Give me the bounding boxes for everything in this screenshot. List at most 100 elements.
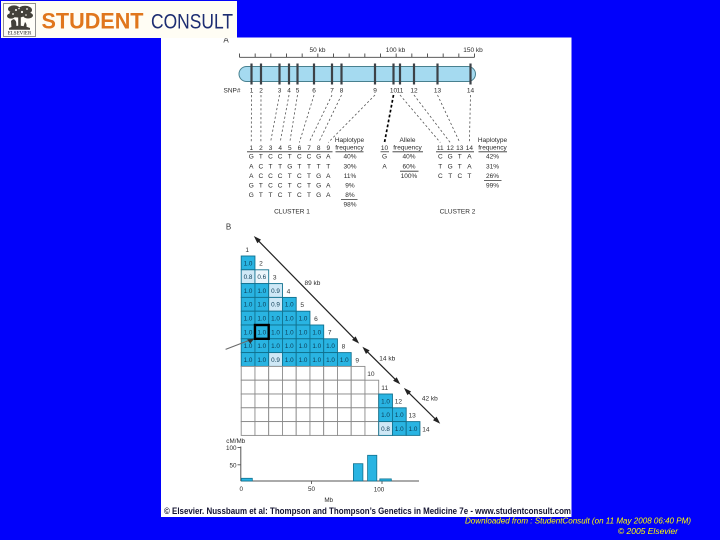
svg-text:T: T — [317, 163, 321, 170]
svg-text:1.0: 1.0 — [285, 357, 294, 364]
svg-text:13: 13 — [434, 88, 442, 95]
svg-text:T: T — [278, 163, 282, 170]
svg-text:6: 6 — [298, 145, 302, 152]
svg-text:3: 3 — [273, 275, 277, 282]
svg-text:T: T — [448, 173, 452, 180]
svg-text:1.0: 1.0 — [271, 343, 280, 350]
svg-text:A: A — [249, 163, 254, 170]
svg-text:A: A — [326, 173, 331, 180]
svg-text:0.9: 0.9 — [271, 288, 280, 295]
svg-text:100 kb: 100 kb — [386, 47, 406, 54]
svg-text:1.0: 1.0 — [244, 302, 253, 309]
svg-text:CLUSTER 1: CLUSTER 1 — [274, 209, 310, 216]
svg-text:1.0: 1.0 — [381, 412, 390, 419]
svg-text:T: T — [259, 192, 263, 199]
svg-text:T: T — [307, 182, 311, 189]
svg-text:50: 50 — [229, 462, 237, 469]
svg-text:A: A — [249, 173, 254, 180]
svg-text:99%: 99% — [486, 182, 499, 189]
svg-text:1.0: 1.0 — [326, 343, 335, 350]
svg-text:150 kb: 150 kb — [463, 47, 483, 54]
svg-text:T: T — [288, 154, 292, 161]
svg-text:1.0: 1.0 — [257, 316, 266, 323]
svg-text:1.0: 1.0 — [299, 316, 308, 323]
svg-text:C: C — [268, 154, 273, 161]
svg-text:T: T — [307, 173, 311, 180]
svg-text:30%: 30% — [343, 163, 356, 170]
svg-text:1.0: 1.0 — [271, 329, 280, 336]
svg-text:1.0: 1.0 — [395, 426, 404, 433]
svg-text:5: 5 — [300, 302, 304, 309]
svg-text:1.0: 1.0 — [244, 357, 253, 364]
svg-text:A: A — [326, 182, 331, 189]
svg-text:C: C — [307, 154, 312, 161]
svg-text:Mb: Mb — [324, 497, 333, 504]
svg-text:0.8: 0.8 — [244, 274, 253, 281]
svg-text:12: 12 — [395, 399, 403, 406]
svg-text:A: A — [223, 36, 229, 45]
svg-text:12: 12 — [410, 88, 418, 95]
svg-text:T: T — [467, 173, 471, 180]
svg-text:1.0: 1.0 — [285, 343, 294, 350]
svg-text:G: G — [448, 154, 453, 161]
svg-text:1.0: 1.0 — [271, 316, 280, 323]
svg-text:1.0: 1.0 — [312, 357, 321, 364]
svg-text:C: C — [297, 192, 302, 199]
svg-text:G: G — [316, 182, 321, 189]
svg-text:C: C — [278, 154, 283, 161]
svg-text:0: 0 — [239, 486, 243, 493]
svg-text:3: 3 — [269, 145, 273, 152]
svg-text:G: G — [316, 173, 321, 180]
svg-text:Haplotype: Haplotype — [478, 137, 508, 144]
svg-text:40%: 40% — [402, 154, 415, 161]
svg-text:STUDENT: STUDENT — [42, 9, 145, 34]
svg-text:1.0: 1.0 — [257, 343, 266, 350]
svg-text:C: C — [278, 192, 283, 199]
svg-text:4: 4 — [287, 288, 291, 295]
svg-text:10: 10 — [390, 88, 398, 95]
svg-text:8: 8 — [317, 145, 321, 152]
svg-text:© Elsevier. Nussbaum et al: Th: © Elsevier. Nussbaum et al: Thompson and… — [164, 506, 571, 516]
svg-text:1.0: 1.0 — [285, 316, 294, 323]
svg-text:T: T — [288, 182, 292, 189]
svg-text:T: T — [288, 192, 292, 199]
svg-text:G: G — [249, 154, 254, 161]
svg-text:1.0: 1.0 — [244, 288, 253, 295]
svg-text:0.9: 0.9 — [271, 357, 280, 364]
svg-text:7: 7 — [328, 330, 332, 337]
svg-text:1: 1 — [250, 88, 254, 95]
svg-text:3: 3 — [278, 88, 282, 95]
svg-text:1.0: 1.0 — [257, 357, 266, 364]
svg-text:1.0: 1.0 — [299, 329, 308, 336]
svg-text:42%: 42% — [486, 154, 499, 161]
svg-text:11: 11 — [381, 385, 388, 392]
svg-text:60%: 60% — [402, 163, 415, 170]
svg-text:9: 9 — [355, 357, 359, 364]
svg-text:0.8: 0.8 — [381, 426, 390, 433]
svg-text:ELSEVIER: ELSEVIER — [8, 32, 32, 37]
svg-text:G: G — [287, 163, 292, 170]
svg-text:4: 4 — [278, 145, 282, 152]
svg-text:1.0: 1.0 — [244, 329, 253, 336]
svg-text:1.0: 1.0 — [257, 288, 266, 295]
svg-text:31%: 31% — [486, 163, 499, 170]
svg-text:8: 8 — [340, 88, 344, 95]
svg-text:frequency: frequency — [478, 145, 507, 152]
svg-text:50 kb: 50 kb — [310, 47, 326, 54]
svg-text:SNP#: SNP# — [224, 88, 241, 95]
svg-text:1.0: 1.0 — [312, 329, 321, 336]
svg-text:6: 6 — [314, 316, 318, 323]
svg-text:1.0: 1.0 — [244, 343, 253, 350]
svg-text:G: G — [249, 192, 254, 199]
svg-text:Haplotype: Haplotype — [335, 137, 365, 144]
svg-text:C: C — [457, 173, 462, 180]
svg-text:1: 1 — [245, 247, 249, 254]
svg-text:Downloaded from : StudentConsu: Downloaded from : StudentConsult (on 11 … — [465, 516, 691, 526]
svg-text:T: T — [458, 154, 462, 161]
svg-text:G: G — [448, 163, 453, 170]
svg-text:14: 14 — [422, 426, 430, 433]
svg-text:1.0: 1.0 — [244, 260, 253, 267]
svg-text:13: 13 — [409, 413, 417, 420]
svg-text:100: 100 — [226, 445, 237, 452]
svg-text:1.0: 1.0 — [299, 357, 308, 364]
